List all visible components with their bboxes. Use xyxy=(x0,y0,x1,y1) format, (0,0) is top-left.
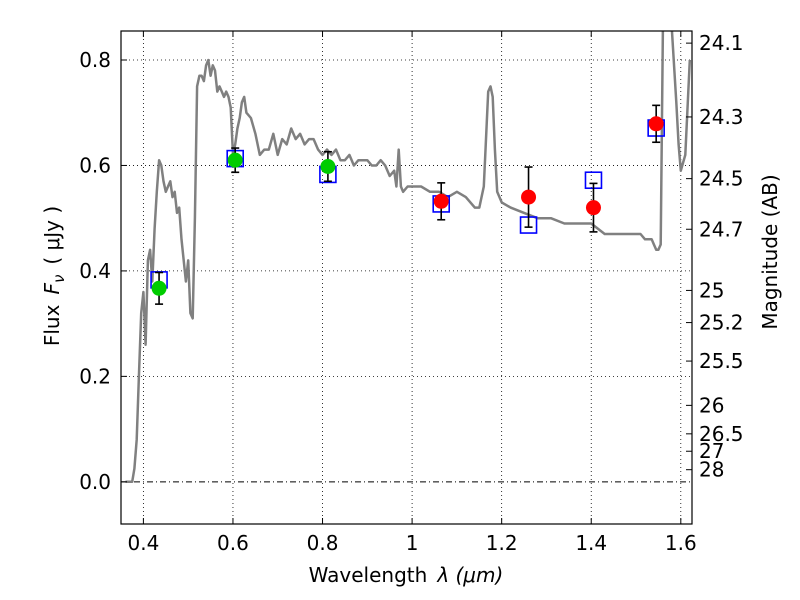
x-tick-label: 1.4 xyxy=(575,531,607,555)
y-tick-label: 0.0 xyxy=(79,470,111,494)
y-axis-label-text: Flux xyxy=(40,304,64,346)
y-axis-label-symbol: F xyxy=(40,283,64,295)
observed-nir-point xyxy=(648,116,664,132)
mag-tick-label: 24.3 xyxy=(699,105,744,129)
x-tick-label: 1.2 xyxy=(486,531,518,555)
y-axis-label-subscript: ν xyxy=(50,275,68,283)
axis-ticks: 0.4 0.6 0.8 1 1.2 1.4 1.6 0.0 0.2 0.4 0.6 0.8 24.1 24… xyxy=(79,31,744,555)
y-axis-label: Flux Fν ( μJy ) xyxy=(40,206,68,346)
plot-frame xyxy=(120,30,693,525)
x-axis-label-text: Wavelength xyxy=(309,563,428,587)
y-tick-label: 0.6 xyxy=(79,153,111,177)
observed-optical-point xyxy=(320,159,336,175)
mag-tick-label: 25 xyxy=(699,278,724,302)
observed-optical-point xyxy=(227,152,243,168)
mag-tick-label: 28 xyxy=(699,458,724,482)
mag-tick-label: 26 xyxy=(699,393,724,417)
mag-tick-label: 24.1 xyxy=(699,31,744,55)
observed-optical-point xyxy=(151,280,167,296)
x-tick-label: 1 xyxy=(406,531,419,555)
mag-tick-label: 27 xyxy=(699,439,724,463)
y-axis-label-unit: ( μJy ) xyxy=(40,206,64,265)
observed-nir-point xyxy=(521,189,537,205)
mag-tick-label: 24.5 xyxy=(699,167,744,191)
x-tick-label: 0.8 xyxy=(307,531,339,555)
observed-nir-point xyxy=(585,200,601,216)
x-axis-label: Wavelength λ (μm) xyxy=(309,563,504,587)
y-tick-label: 0.2 xyxy=(79,364,111,388)
mag-tick-label: 25.2 xyxy=(699,311,744,335)
x-axis-label-math: λ (μm) xyxy=(436,563,503,587)
x-tick-label: 0.6 xyxy=(217,531,249,555)
x-tick-label: 1.6 xyxy=(665,531,697,555)
data-layer xyxy=(125,31,692,484)
model-spectrum-line xyxy=(125,31,692,484)
x-tick-label: 0.4 xyxy=(127,531,159,555)
y-tick-label: 0.8 xyxy=(79,48,111,72)
mag-tick-label: 26.5 xyxy=(699,422,744,446)
mag-tick-label: 25.5 xyxy=(699,349,744,373)
observed-nir-point xyxy=(433,193,449,209)
mag-tick-label: 24.7 xyxy=(699,217,744,241)
y-tick-label: 0.4 xyxy=(79,259,111,283)
right-axis-label: Magnitude (AB) xyxy=(758,174,782,329)
